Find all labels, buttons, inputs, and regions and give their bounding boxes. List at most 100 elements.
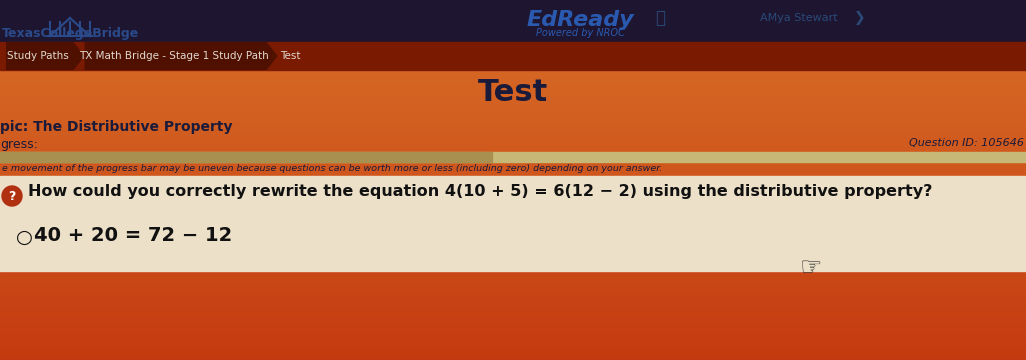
Bar [0,213,1026,214]
Bar [0,221,1026,222]
Bar [0,142,1026,143]
Bar [0,102,1026,103]
Bar [0,42,1026,70]
Bar [0,137,1026,138]
Bar [0,239,1026,240]
Bar [0,76,1026,77]
Bar [0,45,1026,46]
Text: ❯: ❯ [855,11,866,25]
Bar [0,248,1026,249]
Bar [0,312,1026,313]
Bar [0,318,1026,319]
Bar [0,152,1026,153]
Bar [0,227,1026,228]
Bar [0,56,1026,57]
Bar [0,12,1026,13]
Bar [0,133,1026,134]
Bar [0,42,1026,43]
Polygon shape [84,42,277,70]
Bar [0,234,1026,235]
Bar [0,296,1026,297]
Bar [0,68,1026,69]
Bar [0,207,1026,208]
Bar [0,90,1026,91]
Bar [0,299,1026,300]
Bar [0,297,1026,298]
Bar [0,81,1026,82]
Bar [0,349,1026,350]
Bar [0,323,1026,324]
Bar [0,332,1026,333]
Bar [0,47,1026,48]
Text: AMya Stewart: AMya Stewart [760,13,837,23]
Bar [0,313,1026,314]
Bar [0,289,1026,290]
Bar [0,197,1026,198]
Bar [0,130,1026,131]
Bar [0,223,1026,224]
Text: Test: Test [478,78,548,107]
Bar [0,36,1026,37]
Bar [0,128,1026,129]
Bar [0,85,1026,86]
Bar [0,9,1026,10]
Bar [0,84,1026,85]
Bar [0,174,1026,175]
Bar [0,333,1026,334]
Bar [0,55,1026,56]
Bar [0,121,1026,122]
Bar [0,1,1026,2]
Bar [0,256,1026,257]
Bar [0,314,1026,315]
Bar [0,156,1026,157]
Bar [0,30,1026,31]
Bar [0,324,1026,325]
Text: ☞: ☞ [800,256,823,280]
Bar [0,101,1026,102]
Bar [0,94,1026,95]
Bar [0,263,1026,264]
Bar [0,0,1026,42]
Bar [0,116,1026,117]
Bar [0,27,1026,28]
Bar [0,50,1026,51]
Bar [0,246,1026,247]
Bar [0,21,1026,22]
Bar [0,331,1026,332]
Bar [0,305,1026,306]
Bar [0,29,1026,30]
Bar [0,106,1026,107]
Bar [0,326,1026,327]
Bar [0,254,1026,255]
Bar [0,269,1026,270]
Bar [0,20,1026,21]
Bar [0,104,1026,105]
Bar [0,310,1026,311]
Bar [0,267,1026,268]
Bar [0,46,1026,47]
Bar [0,345,1026,346]
Bar [0,212,1026,213]
Bar [0,175,1026,176]
Bar [0,330,1026,331]
Bar [0,182,1026,183]
Bar [0,70,1026,71]
Bar [0,232,1026,233]
Bar [0,340,1026,341]
Bar [0,315,1026,316]
Bar [0,272,1026,273]
Bar [0,93,1026,94]
Bar [0,161,1026,162]
Bar [0,3,1026,4]
Bar [0,162,1026,163]
Bar [0,65,1026,66]
Bar [0,190,1026,191]
Bar [0,2,1026,3]
Bar [0,24,1026,25]
Bar [0,6,1026,7]
Bar [0,75,1026,76]
Bar [0,112,1026,113]
Bar [0,39,1026,40]
Bar [0,49,1026,50]
Bar [0,189,1026,190]
